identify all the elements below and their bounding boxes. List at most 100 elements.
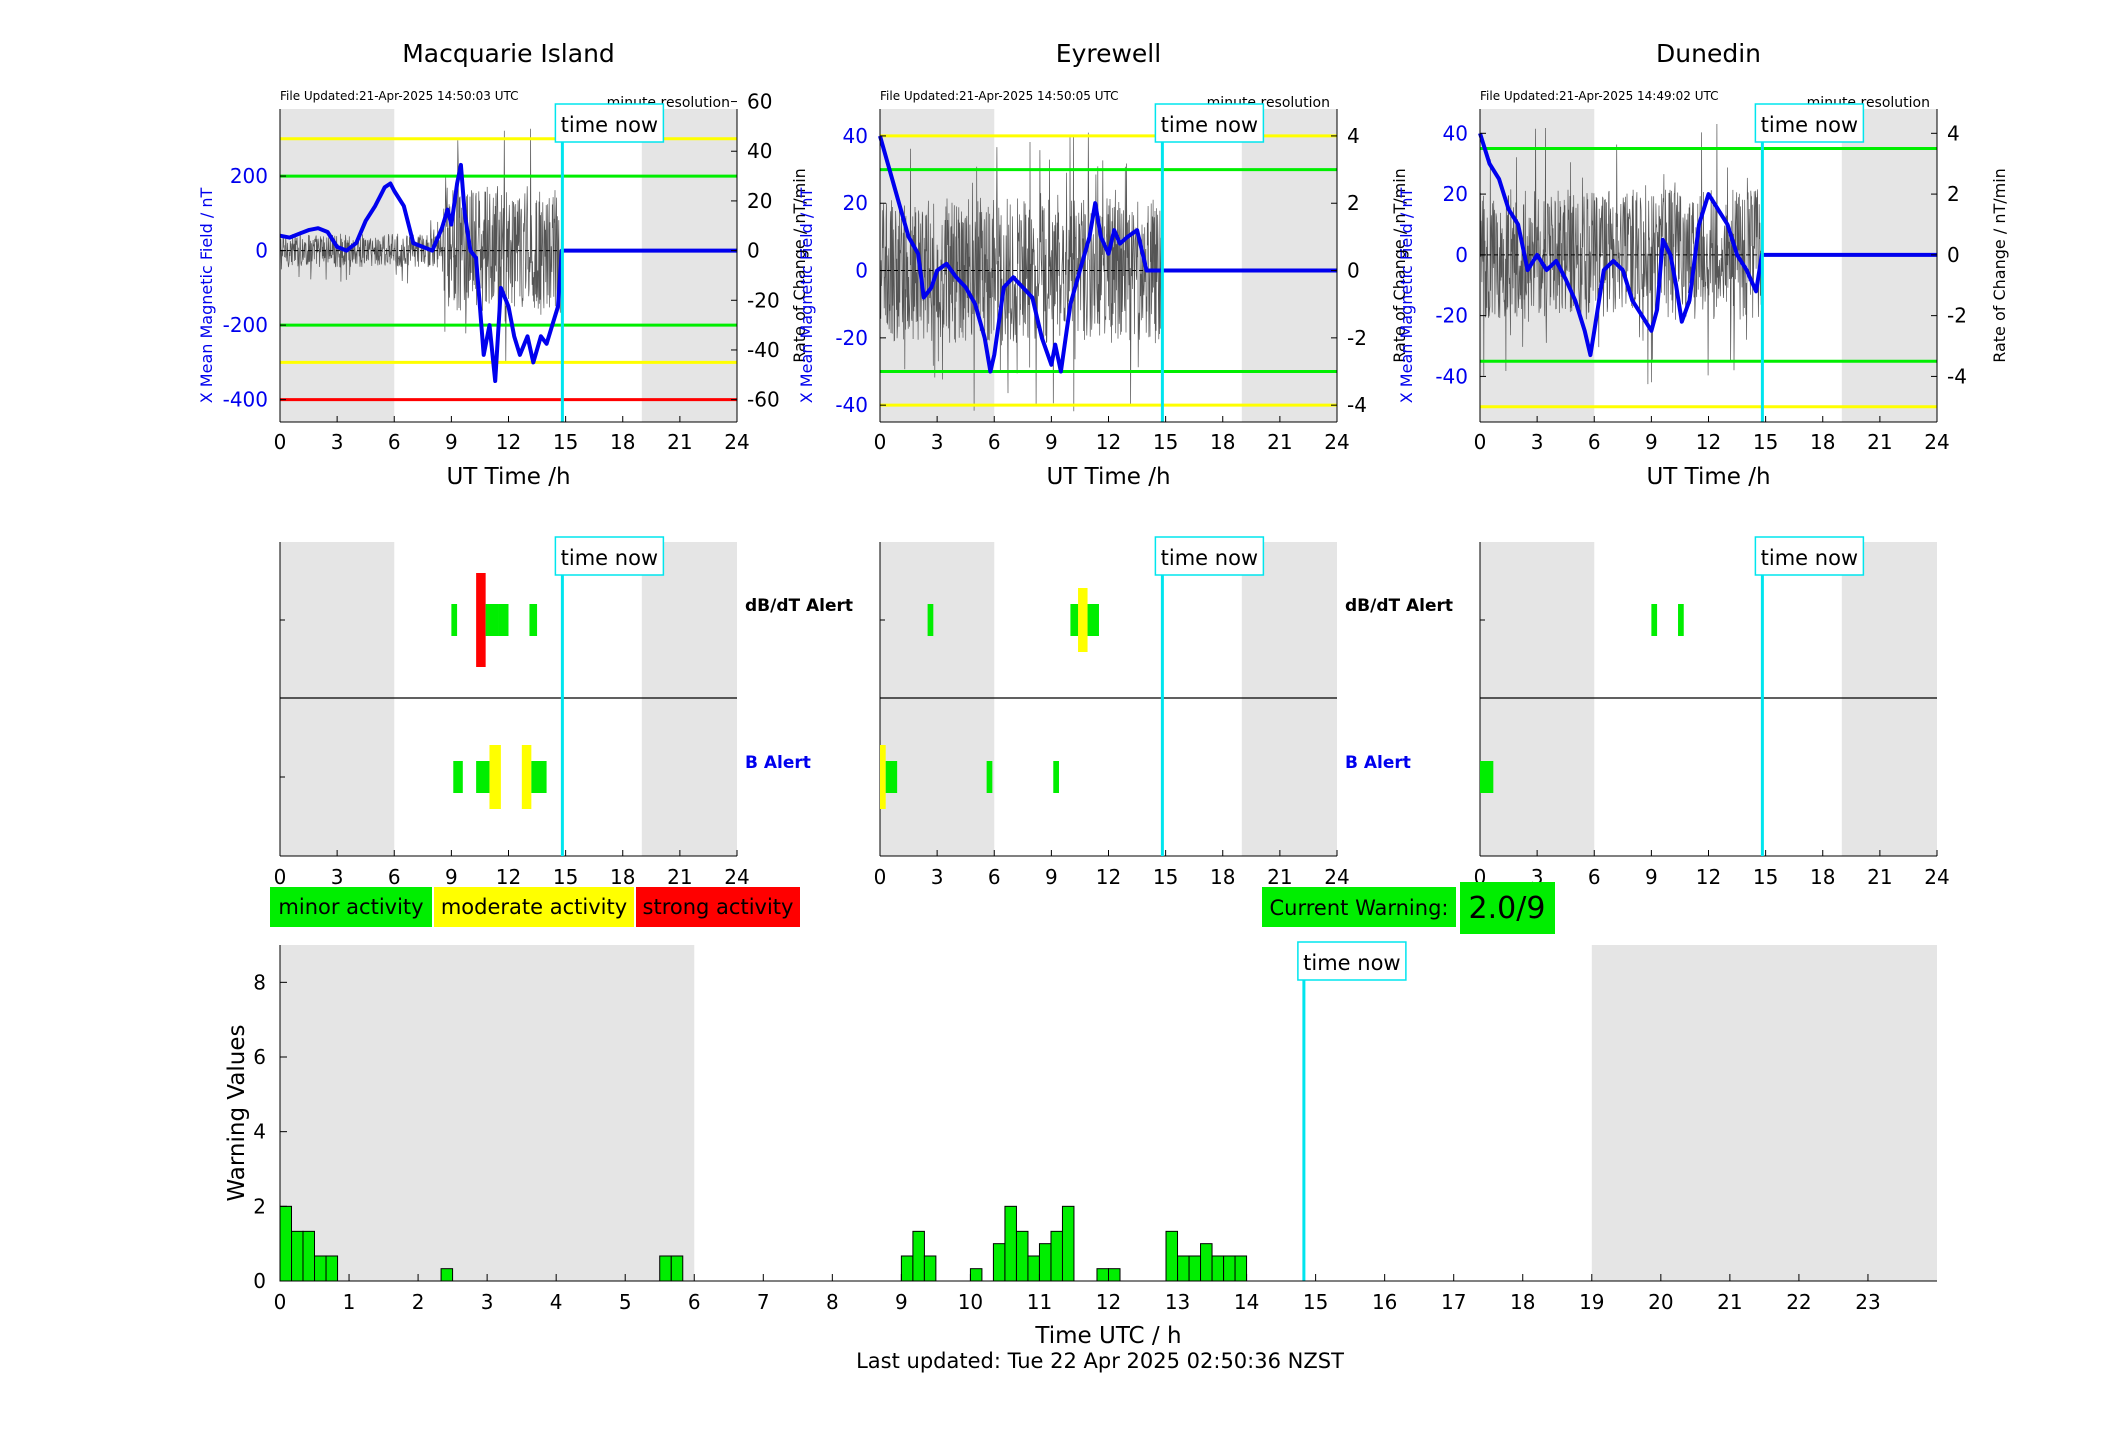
x-tick-label: 24	[1924, 430, 1949, 454]
x-tick-label: 17	[1441, 1290, 1466, 1314]
y-right-axis-label: Rate of Change / nT/min	[790, 168, 809, 363]
field-plot: Dunedin File Updated:21-Apr-2025 14:49:02…	[1397, 39, 2009, 490]
x-tick-label: 12	[1096, 1290, 1121, 1314]
x-tick-label: 9	[1045, 430, 1058, 454]
y-left-tick-label: -20	[1435, 304, 1468, 328]
x-tick-label: 3	[331, 865, 344, 889]
warning-bar	[1004, 1205, 1017, 1282]
x-tick-label: 23	[1855, 1290, 1880, 1314]
time-now-label: time now	[1303, 951, 1400, 975]
dbdt-alert-bar	[529, 604, 538, 636]
warning-bar	[659, 1255, 672, 1282]
b-alert-bar	[880, 745, 886, 809]
dbdt-alert-bar	[1070, 604, 1079, 636]
x-tick-label: 22	[1786, 1290, 1811, 1314]
y-right-tick-label: -2	[1947, 304, 1967, 328]
activity-legend: minor activity moderate activity strong …	[270, 887, 800, 927]
x-tick-label: 8	[826, 1290, 839, 1314]
warning-bar	[969, 1268, 983, 1282]
time-now-box	[554, 536, 665, 576]
x-tick-label: 18	[1210, 430, 1235, 454]
y-left-tick-label: -40	[1435, 364, 1468, 388]
night-shading	[280, 945, 695, 1281]
time-now-box	[1154, 103, 1265, 143]
x-tick-label: 2	[412, 1290, 425, 1314]
dbdt-alert-label: dB/dT Alert	[1345, 596, 1453, 616]
rate-of-change-series	[1479, 123, 1763, 385]
x-tick-label: 20	[1648, 1290, 1673, 1314]
y-left-axis-label: X Mean Magnetic Field / nT	[797, 188, 816, 404]
y-right-tick-label: 60	[747, 90, 772, 114]
night-shading	[641, 542, 737, 856]
y-right-tick-label: 40	[747, 139, 772, 163]
x-tick-label: 9	[445, 430, 458, 454]
x-tick-label: 18	[1510, 1290, 1535, 1314]
x-tick-label: 18	[1210, 865, 1235, 889]
x-tick-label: 3	[1531, 430, 1544, 454]
y-left-tick-label: -40	[835, 393, 868, 417]
x-tick-label: 0	[874, 865, 887, 889]
x-tick-label: 13	[1165, 1290, 1190, 1314]
x-tick-label: 21	[1867, 430, 1892, 454]
current-warning: Current Warning: 2.0/9	[1262, 882, 1555, 934]
legend-minor-swatch	[270, 887, 432, 927]
last-updated: Last updated: Tue 22 Apr 2025 02:50:36 N…	[856, 1349, 1344, 1373]
x-tick-label: 6	[388, 865, 401, 889]
x-tick-label: 3	[931, 865, 944, 889]
y-left-tick-label: -200	[223, 313, 268, 337]
night-shading	[880, 542, 995, 856]
b-alert-label: B Alert	[1345, 753, 1411, 773]
y-right-axis-label: Rate of Change / nT/min	[1390, 168, 1409, 363]
y-left-tick-label: -400	[223, 388, 268, 412]
b-alert-label: B Alert	[745, 753, 811, 773]
dbdt-alert-label: dB/dT Alert	[745, 596, 853, 616]
field-series	[279, 162, 737, 383]
warning-bar	[1165, 1230, 1179, 1282]
x-axis-label: Time UTC / h	[1034, 1323, 1181, 1349]
x-tick-label: 6	[688, 1290, 701, 1314]
b-alert-bar	[986, 761, 993, 793]
x-tick-label: 6	[988, 865, 1001, 889]
x-tick-label: 12	[1696, 430, 1721, 454]
time-now-label: time now	[561, 113, 658, 137]
y-left-tick-label: 0	[855, 259, 868, 283]
x-tick-label: 15	[1753, 430, 1778, 454]
b-alert-bar	[531, 761, 547, 793]
y-right-tick-label: 2	[1347, 191, 1360, 215]
night-shading	[641, 109, 737, 422]
current-warning-value-box	[1460, 882, 1555, 934]
x-tick-label: 21	[1867, 865, 1892, 889]
x-tick-label: 12	[496, 430, 521, 454]
warning-bar	[1038, 1243, 1052, 1282]
x-tick-label: 15	[553, 430, 578, 454]
time-now-label: time now	[1161, 113, 1258, 137]
file-updated-label: File Updated:21-Apr-2025 14:50:05 UTC	[880, 89, 1119, 103]
warning-bar	[670, 1255, 684, 1282]
b-alert-bar	[1480, 761, 1494, 793]
x-tick-label: 6	[1588, 430, 1601, 454]
x-tick-label: 21	[667, 865, 692, 889]
x-axis-label: UT Time /h	[1646, 464, 1770, 490]
dbdt-alert-bar	[476, 573, 486, 667]
x-tick-label: 3	[331, 430, 344, 454]
x-tick-label: 12	[1696, 865, 1721, 889]
x-tick-label: 18	[610, 865, 635, 889]
dbdt-alert-bar	[1087, 604, 1099, 636]
x-axis-label: UT Time /h	[1046, 464, 1170, 490]
warning-bar	[279, 1205, 293, 1282]
x-tick-label: 3	[481, 1290, 494, 1314]
y-right-tick-label: 0	[747, 239, 760, 263]
x-tick-label: 0	[274, 865, 287, 889]
legend-strong-label: strong activity	[643, 895, 794, 919]
y-left-tick-label: -20	[835, 326, 868, 350]
x-tick-label: 24	[1324, 430, 1349, 454]
time-now-box	[1154, 536, 1265, 576]
dbdt-alert-bar	[927, 604, 934, 636]
warning-bar	[1050, 1230, 1063, 1282]
y-tick-label: 6	[253, 1045, 266, 1069]
x-tick-label: 24	[1924, 865, 1949, 889]
warning-bar	[1108, 1268, 1121, 1282]
x-tick-label: 15	[1303, 1290, 1328, 1314]
